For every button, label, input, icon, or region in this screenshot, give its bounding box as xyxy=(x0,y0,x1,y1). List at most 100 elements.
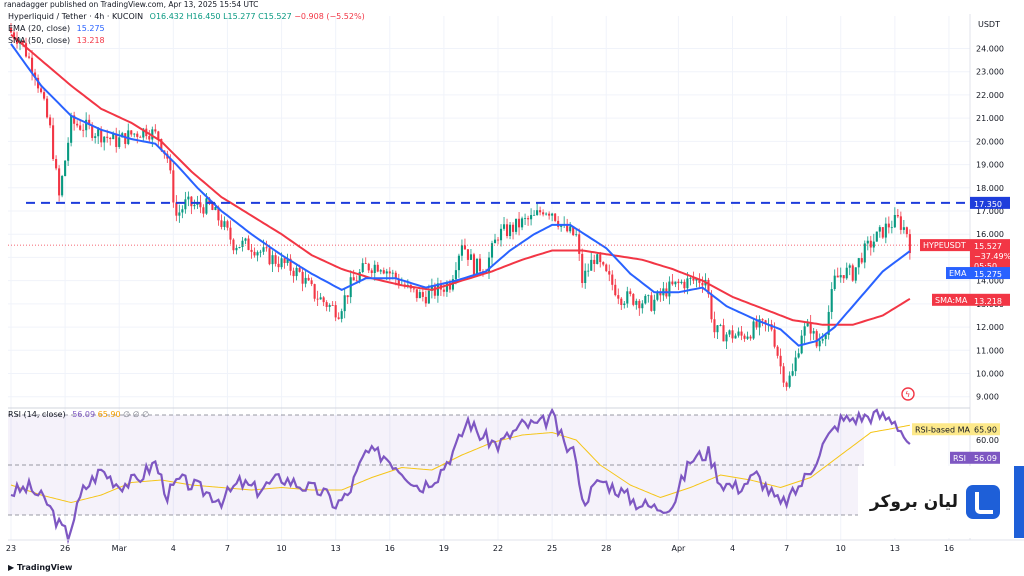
candle-body xyxy=(61,176,64,196)
time-tick-label: 4 xyxy=(730,544,735,553)
candle-body xyxy=(487,257,491,274)
candle-body xyxy=(602,262,605,265)
grid-lines xyxy=(8,16,970,540)
candle-body xyxy=(569,226,572,232)
candle-body xyxy=(103,136,106,143)
candle-body xyxy=(130,130,133,135)
candle-body xyxy=(524,218,527,219)
candle-body xyxy=(863,243,866,263)
candle-body xyxy=(554,213,557,221)
candle-body xyxy=(698,278,701,283)
rsi-legend-label: RSI (14, close) xyxy=(8,410,66,419)
tradingview-logo[interactable]: ▶ TradingView xyxy=(8,563,72,572)
candle-body xyxy=(511,224,515,232)
candle-body xyxy=(157,131,160,139)
symbol-tag-bg xyxy=(920,239,970,252)
candle-body xyxy=(686,278,689,289)
rsi-tag-bg xyxy=(950,451,970,464)
candle-body xyxy=(295,267,298,277)
candle-body xyxy=(493,239,497,244)
candle-body xyxy=(97,129,100,137)
candle-body xyxy=(701,282,704,286)
ema-tag: EMA xyxy=(949,269,967,278)
candle-body xyxy=(421,292,424,297)
ohlc-high: H16.450 xyxy=(186,12,221,21)
time-tick-label: 7 xyxy=(225,544,230,553)
candle-body xyxy=(821,339,824,341)
candle-body xyxy=(91,124,94,138)
candle-body xyxy=(241,240,244,248)
ohlc-change: −0.908 (−5.52%) xyxy=(294,12,365,21)
candle-body xyxy=(659,291,662,296)
rsi-legend[interactable]: RSI (14, close) 56.09 65.90 ∅ ∅ ∅ xyxy=(8,410,149,419)
candle-body xyxy=(229,227,232,240)
last-price-tag-2: 05:50 xyxy=(974,262,997,271)
candle-body xyxy=(298,267,301,272)
price-tick-label: 12.000 xyxy=(976,323,1004,332)
candle-body xyxy=(508,224,512,237)
level-price-tag-bg xyxy=(970,196,1010,209)
candle-body xyxy=(268,248,271,265)
candle-body xyxy=(133,133,136,135)
candle-body xyxy=(307,277,310,281)
candle-body xyxy=(466,249,470,260)
symbol-legend[interactable]: Hyperliquid / Tether · 4h · KUCOIN O16.4… xyxy=(8,12,365,21)
candle-body xyxy=(605,264,608,272)
time-tick-label: 26 xyxy=(60,544,70,553)
candle-body xyxy=(755,321,758,328)
candle-body xyxy=(740,331,743,336)
candle-body xyxy=(199,202,202,208)
rsi-legend-extra: 65.90 xyxy=(97,410,121,419)
candle-body xyxy=(160,138,163,151)
time-tick-label: 13 xyxy=(331,544,341,553)
candle-body xyxy=(301,271,304,284)
price-tick-label: 24.000 xyxy=(976,45,1004,54)
candle-body xyxy=(644,295,647,304)
broker-logo-icon xyxy=(966,485,1000,519)
candle-body xyxy=(124,133,127,144)
ema-legend[interactable]: EMA (20, close) 15.275 xyxy=(8,24,105,33)
candle-body xyxy=(364,263,367,264)
candle-body xyxy=(142,128,145,138)
candle-body xyxy=(283,258,286,264)
candle-body xyxy=(139,136,142,138)
candle-body xyxy=(24,43,28,57)
candle-body xyxy=(349,277,352,298)
ohlc-close: C15.527 xyxy=(258,12,292,21)
candle-body xyxy=(749,336,752,339)
candle-body xyxy=(397,278,400,286)
sma-legend[interactable]: SMA (50, close) 13.218 xyxy=(8,36,105,45)
candle-body xyxy=(247,238,250,250)
price-tick-label: 18.000 xyxy=(976,184,1004,193)
ema-line xyxy=(10,43,911,347)
candle-body xyxy=(590,259,593,271)
candle-body xyxy=(857,258,860,268)
candle-body xyxy=(430,285,433,291)
alert-bolt-icon: ϟ xyxy=(905,390,910,399)
symbol-title: Hyperliquid / Tether · 4h · KUCOIN xyxy=(8,12,144,21)
candle-body xyxy=(545,213,548,215)
candle-body xyxy=(626,291,629,304)
candle-body xyxy=(776,346,779,356)
candle-body xyxy=(46,98,49,118)
candle-body xyxy=(617,295,620,299)
candle-body xyxy=(331,305,334,306)
candle-body xyxy=(812,331,815,334)
candle-body xyxy=(76,123,79,126)
candle-body xyxy=(280,258,283,268)
candle-body xyxy=(457,255,460,271)
candle-body xyxy=(322,297,325,303)
candle-body xyxy=(515,218,518,232)
candle-body xyxy=(115,133,118,147)
candle-body xyxy=(746,336,749,339)
price-tick-label: 19.000 xyxy=(976,161,1004,170)
candle-body xyxy=(557,220,560,227)
candle-body xyxy=(737,331,740,336)
candle-body xyxy=(184,199,187,210)
candle-body xyxy=(151,129,154,140)
sma-tag-bg xyxy=(932,293,970,306)
candle-body xyxy=(433,285,436,296)
candle-body xyxy=(674,281,677,285)
candle-body xyxy=(211,203,214,210)
